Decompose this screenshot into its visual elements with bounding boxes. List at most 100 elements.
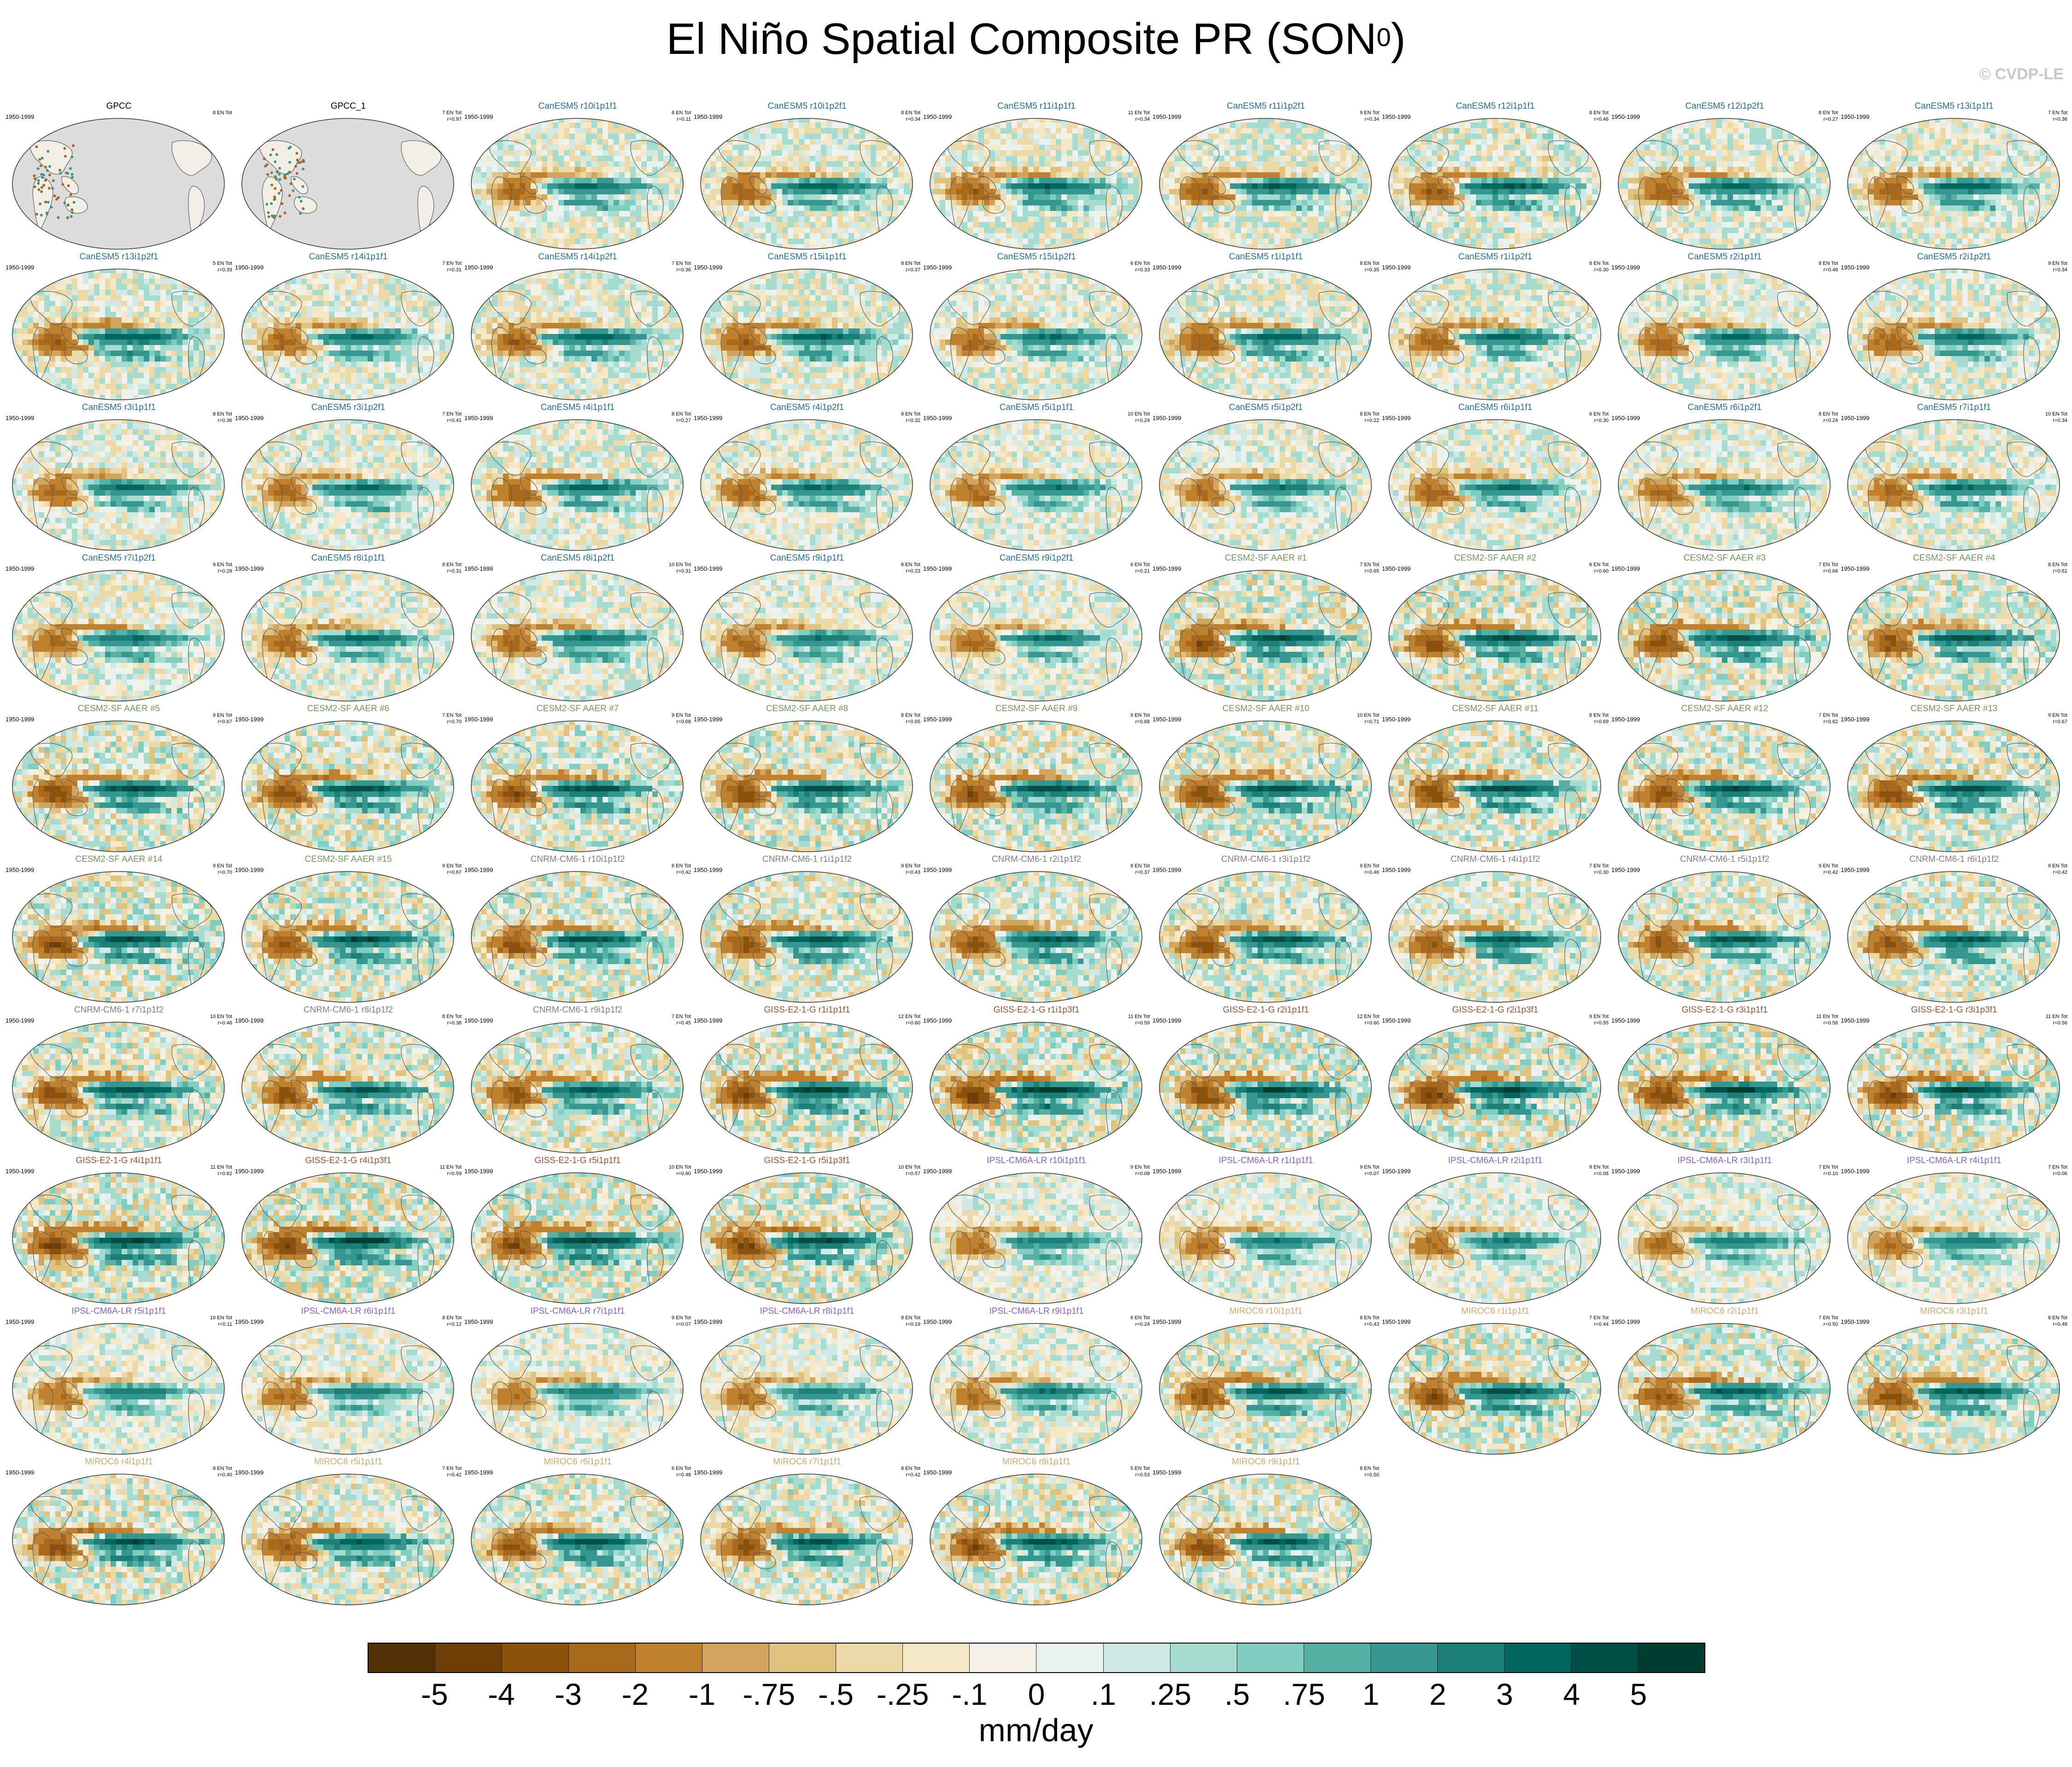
panel-map xyxy=(1617,1021,1832,1154)
panel-title: IPSL-CM6A-LR r4i1p1f1 xyxy=(1872,1156,2036,1166)
colorbar-tick-label: -1 xyxy=(689,1677,716,1712)
panel-title: IPSL-CM6A-LR r5i1p1f1 xyxy=(37,1306,201,1316)
panel-title: MIROC6 r1i1p1f1 xyxy=(1413,1306,1577,1316)
panel-title: GISS-E2-1-G r5i1p1f1 xyxy=(496,1156,660,1166)
panel-map xyxy=(1387,569,1602,702)
map-panel: MIROC6 r9i1p1f1 1950-1999 8 EN Tot r=0.50 xyxy=(1152,1457,1380,1603)
panel-map xyxy=(470,1473,685,1606)
map-panel: CanESM5 r10i1p2f1 1950-1999 8 EN Tot r=0.34 xyxy=(693,101,921,248)
panel-title: CanESM5 r1i1p1f1 xyxy=(1184,252,1348,262)
map-panel: CanESM5 r5i1p1f1 1950-1999 10 EN Tot r=0.24 xyxy=(922,403,1151,549)
map-panel: CanESM5 r15i1p1f1 1950-1999 8 EN Tot r=0.37 xyxy=(693,252,921,398)
panel-map xyxy=(699,268,914,401)
panel-title: CESM2-SF AAER #4 xyxy=(1872,553,2036,563)
panel-map xyxy=(1158,569,1373,702)
map-panel: CNRM-CM6-1 r1i1p1f2 1950-1999 9 EN Tot r=0.… xyxy=(693,854,921,1001)
panel-map xyxy=(1158,1171,1373,1305)
map-panel: CNRM-CM6-1 r7i1p1f2 1950-1999 10 EN Tot r=0… xyxy=(5,1005,233,1152)
map-panel: IPSL-CM6A-LR r8i1p1f1 1950-1999 8 EN Tot r=… xyxy=(693,1306,921,1453)
panel-title: CESM2-SF AAER #7 xyxy=(496,704,660,714)
panel-map xyxy=(1387,1322,1602,1456)
map-panel: MIROC6 r10i1p1f1 1950-1999 8 EN Tot r=0.43 xyxy=(1152,1306,1380,1453)
map-panel: IPSL-CM6A-LR r7i1p1f1 1950-1999 9 EN Tot r=… xyxy=(463,1306,692,1453)
panel-title: MIROC6 r10i1p1f1 xyxy=(1184,1306,1348,1316)
panel-map xyxy=(240,569,455,702)
colorbar-swatch xyxy=(1104,1644,1171,1672)
panel-title: CanESM5 r2i1p2f1 xyxy=(1872,252,2036,262)
map-panel: CanESM5 r6i1p1f1 1950-1999 6 EN Tot r=0.30 xyxy=(1381,403,1610,549)
map-panel: CESM2-SF AAER #10 1950-1999 10 EN Tot r=0.7… xyxy=(1152,704,1380,850)
map-panel: GISS-E2-1-G r3i1p3f1 1950-1999 11 EN Tot r=… xyxy=(1840,1005,2068,1152)
map-panel: CanESM5 r4i1p1f1 1950-1999 8 EN Tot r=0.27 xyxy=(463,403,692,549)
panel-title: GISS-E2-1-G r1i1p3f1 xyxy=(954,1005,1118,1015)
panel-map xyxy=(1617,117,1832,251)
panel-map xyxy=(1158,1473,1373,1606)
panel-map xyxy=(699,569,914,702)
panel-title: CanESM5 r12i1p1f1 xyxy=(1413,101,1577,111)
panel-title: MIROC6 r4i1p1f1 xyxy=(37,1457,201,1467)
panel-map xyxy=(1387,1021,1602,1154)
colorbar-swatch xyxy=(769,1644,836,1672)
panel-title: GISS-E2-1-G r2i1p1f1 xyxy=(1184,1005,1348,1015)
map-panel: CESM2-SF AAER #9 1950-1999 9 EN Tot r=0.68 xyxy=(922,704,1151,850)
map-panel: CESM2-SF AAER #12 1950-1999 7 EN Tot r=0.62 xyxy=(1610,704,1839,850)
map-panel: IPSL-CM6A-LR r1i1p1f1 1950-1999 9 EN Tot r=… xyxy=(1152,1156,1380,1302)
panel-map xyxy=(1617,720,1832,853)
map-panel: CNRM-CM6-1 r9i1p1f2 1950-1999 7 EN Tot r=0.… xyxy=(463,1005,692,1152)
panel-map xyxy=(1846,268,2061,401)
panel-map xyxy=(240,1021,455,1154)
colorbar-tick-label: 5 xyxy=(1630,1677,1647,1712)
panel-map xyxy=(1158,117,1373,251)
map-panel: CanESM5 r6i1p2f1 1950-1999 8 EN Tot r=0.24 xyxy=(1610,403,1839,549)
colorbar-tick-label: 2 xyxy=(1429,1677,1446,1712)
panel-map xyxy=(1158,1322,1373,1456)
panel-title: CanESM5 r15i1p2f1 xyxy=(954,252,1118,262)
map-panel: MIROC6 r4i1p1f1 1950-1999 8 EN Tot r=0.40 xyxy=(5,1457,233,1603)
panel-title: GISS-E2-1-G r4i1p1f1 xyxy=(37,1156,201,1166)
colorbar-swatch xyxy=(1438,1644,1504,1672)
panel-map xyxy=(470,268,685,401)
colorbar-tick-label: .75 xyxy=(1283,1677,1325,1712)
map-panel: GISS-E2-1-G r3i1p1f1 1950-1999 11 EN Tot r=… xyxy=(1610,1005,1839,1152)
panel-title: CNRM-CM6-1 r3i1p1f2 xyxy=(1184,854,1348,865)
panel-map xyxy=(699,1322,914,1456)
colorbar-tick-label: .5 xyxy=(1224,1677,1250,1712)
panel-map xyxy=(11,1171,226,1305)
map-panel: CESM2-SF AAER #14 1950-1999 9 EN Tot r=0.70 xyxy=(5,854,233,1001)
map-panel: GISS-E2-1-G r4i1p3f1 1950-1999 11 EN Tot r=… xyxy=(234,1156,462,1302)
panel-title: CESM2-SF AAER #15 xyxy=(266,854,430,865)
panel-title: CanESM5 r7i1p2f1 xyxy=(37,553,201,563)
map-panel: MIROC6 r2i1p1f1 1950-1999 7 EN Tot r=0.50 xyxy=(1610,1306,1839,1453)
panel-title: CNRM-CM6-1 r8i1p1f2 xyxy=(266,1005,430,1015)
map-panel: CanESM5 r9i1p1f1 1950-1999 8 EN Tot r=0.23 xyxy=(693,553,921,700)
panel-title: MIROC6 r6i1p1f1 xyxy=(496,1457,660,1467)
panel-title: CanESM5 r9i1p1f1 xyxy=(725,553,889,563)
map-panel: CanESM5 r13i1p2f1 1950-1999 5 EN Tot r=0.33 xyxy=(5,252,233,398)
panel-map xyxy=(1617,418,1832,552)
colorbar-units: mm/day xyxy=(0,1712,2072,1749)
colorbar-tick-label: -2 xyxy=(621,1677,649,1712)
panel-map xyxy=(1387,418,1602,552)
map-panel: CESM2-SF AAER #13 1950-1999 9 EN Tot r=0.67 xyxy=(1840,704,2068,850)
panel-title: CanESM5 r14i1p1f1 xyxy=(266,252,430,262)
panel-map xyxy=(11,569,226,702)
panel-title: MIROC6 r9i1p1f1 xyxy=(1184,1457,1348,1467)
map-panel: CESM2-SF AAER #6 1950-1999 7 EN Tot r=0.70 xyxy=(234,704,462,850)
panel-map xyxy=(1846,117,2061,251)
panel-map xyxy=(470,418,685,552)
map-panel: CanESM5 r11i1p1f1 1950-1999 11 EN Tot r=0.3… xyxy=(922,101,1151,248)
panel-map xyxy=(929,117,1143,251)
colorbar xyxy=(368,1643,1705,1673)
panel-title: CanESM5 r11i1p2f1 xyxy=(1184,101,1348,111)
colorbar-tick-label: .25 xyxy=(1149,1677,1192,1712)
colorbar-tick-label: 4 xyxy=(1563,1677,1580,1712)
colorbar-tick-label: .1 xyxy=(1091,1677,1116,1712)
map-panel: CanESM5 r2i1p1f1 1950-1999 8 EN Tot r=0.48 xyxy=(1610,252,1839,398)
map-panel: IPSL-CM6A-LR r6i1p1f1 1950-1999 8 EN Tot r=… xyxy=(234,1306,462,1453)
panel-map xyxy=(1846,870,2061,1004)
colorbar-swatch xyxy=(1504,1644,1571,1672)
panel-title: CanESM5 r10i1p2f1 xyxy=(725,101,889,111)
map-panel: CanESM5 r15i1p2f1 1950-1999 6 EN Tot r=0.33 xyxy=(922,252,1151,398)
map-panel: GISS-E2-1-G r5i1p3f1 1950-1999 10 EN Tot r=… xyxy=(693,1156,921,1302)
colorbar-tick-label: -.5 xyxy=(818,1677,854,1712)
